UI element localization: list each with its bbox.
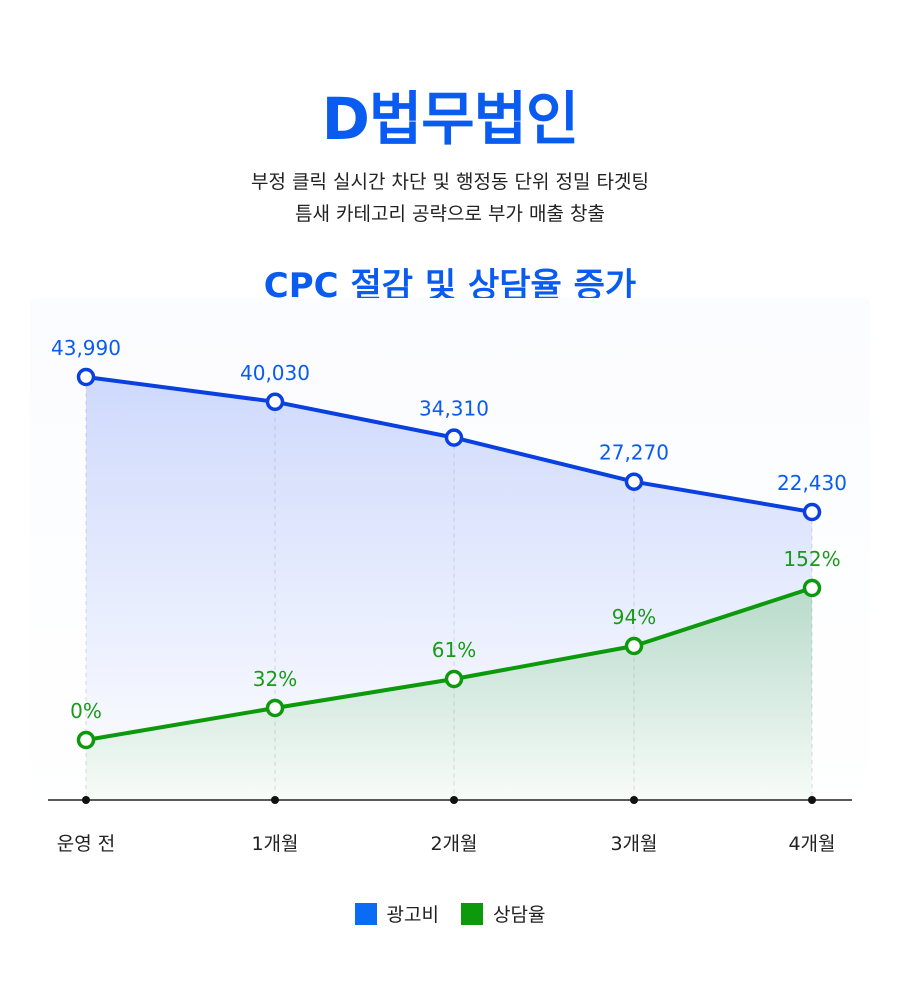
- data-label-consult-rate: 32%: [253, 667, 297, 691]
- data-label-consult-rate: 152%: [783, 547, 840, 571]
- data-point-consult-rate: [624, 636, 644, 656]
- x-axis-tick: [82, 796, 90, 804]
- data-label-consult-rate: 94%: [612, 605, 656, 629]
- data-point-ad-cost: [802, 502, 822, 522]
- data-label-ad-cost: 40,030: [240, 361, 310, 385]
- data-point-ad-cost: [624, 472, 644, 491]
- data-point-ad-cost: [76, 367, 96, 387]
- data-point-ad-cost: [265, 392, 285, 412]
- x-tick-label: 운영 전: [57, 833, 115, 855]
- data-label-consult-rate: 0%: [70, 699, 102, 723]
- legend-item-ad-cost: 광고비: [354, 900, 439, 927]
- x-axis-tick: [808, 796, 816, 804]
- page-title: D법무법인: [321, 85, 580, 153]
- data-point-consult-rate: [444, 669, 464, 689]
- x-tick-label: 2개월: [430, 833, 477, 855]
- data-point-consult-rate: [265, 698, 285, 718]
- subtitle-line-1: 부정 클릭 실시간 차단 및 행정동 단위 정밀 타겟팅: [251, 171, 649, 193]
- x-axis-tick: [630, 796, 638, 804]
- page-subtitle: 부정 클릭 실시간 차단 및 행정동 단위 정밀 타겟팅 틈새 카테고리 공략으…: [0, 166, 900, 230]
- data-label-ad-cost: 43,990: [51, 336, 121, 360]
- legend-label-ad-cost: 광고비: [386, 904, 439, 926]
- x-tick-label: 1개월: [251, 833, 298, 855]
- data-label-ad-cost: 22,430: [777, 471, 847, 495]
- data-point-consult-rate: [76, 730, 96, 750]
- x-axis-tick: [450, 796, 458, 804]
- x-tick-label: 4개월: [788, 833, 835, 855]
- x-tick-label: 3개월: [610, 833, 657, 855]
- subtitle-line-2: 틈새 카테고리 공략으로 부가 매출 창출: [295, 203, 605, 225]
- x-axis-tick: [271, 796, 279, 804]
- legend-item-consult-rate: 상담율: [461, 900, 545, 927]
- legend-swatch-ad-cost: [354, 902, 377, 925]
- area-fill-consult-rate: [86, 588, 812, 800]
- legend-swatch-consult-rate: [461, 902, 483, 925]
- data-label-consult-rate: 61%: [432, 638, 476, 662]
- chart-legend: 광고비 상담율: [0, 900, 900, 927]
- data-label-ad-cost: 34,310: [419, 397, 489, 421]
- legend-label-consult-rate: 상담율: [493, 904, 546, 926]
- data-point-consult-rate: [802, 578, 822, 598]
- data-point-ad-cost: [444, 428, 464, 447]
- data-label-ad-cost: 27,270: [599, 441, 669, 465]
